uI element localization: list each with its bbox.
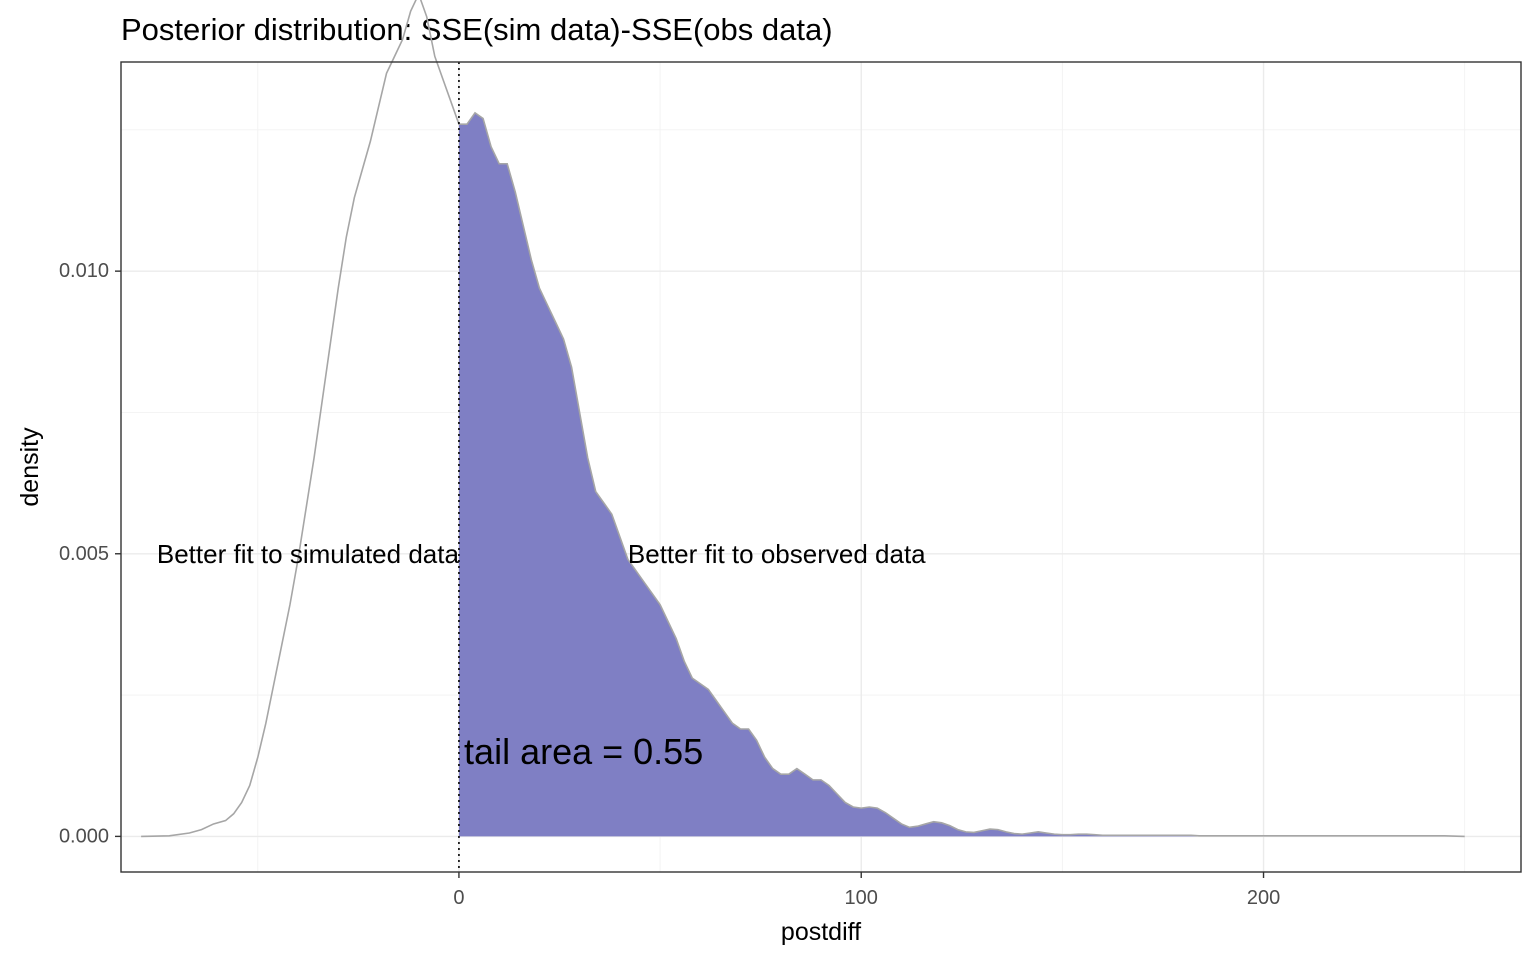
chart-title: Posterior distribution: SSE(sim data)-SS… <box>121 12 833 47</box>
axes: 0 100 200 0.000 0.005 0.010 <box>59 260 1280 909</box>
y-tick-label: 0.010 <box>59 260 109 282</box>
annotation-label: Better fit to observed data <box>628 539 926 569</box>
y-tick-label: 0.000 <box>59 825 109 847</box>
x-tick-label: 200 <box>1247 887 1280 909</box>
panel-border <box>120 61 1522 873</box>
grid-lines <box>121 62 1521 872</box>
annotations: Better fit to simulated data Better fit t… <box>157 539 926 772</box>
plot-data <box>141 0 1465 872</box>
density-curve <box>141 0 1465 838</box>
x-axis-title: postdiff <box>781 918 861 946</box>
annotation-label: Better fit to simulated data <box>157 539 460 569</box>
y-tick-label: 0.005 <box>59 543 109 565</box>
y-axis-title: density <box>16 427 44 507</box>
x-tick-label: 0 <box>453 887 464 909</box>
tail-area-label: tail area = 0.55 <box>464 731 703 772</box>
tail-area-fill <box>458 112 1465 837</box>
x-tick-label: 100 <box>845 887 878 909</box>
